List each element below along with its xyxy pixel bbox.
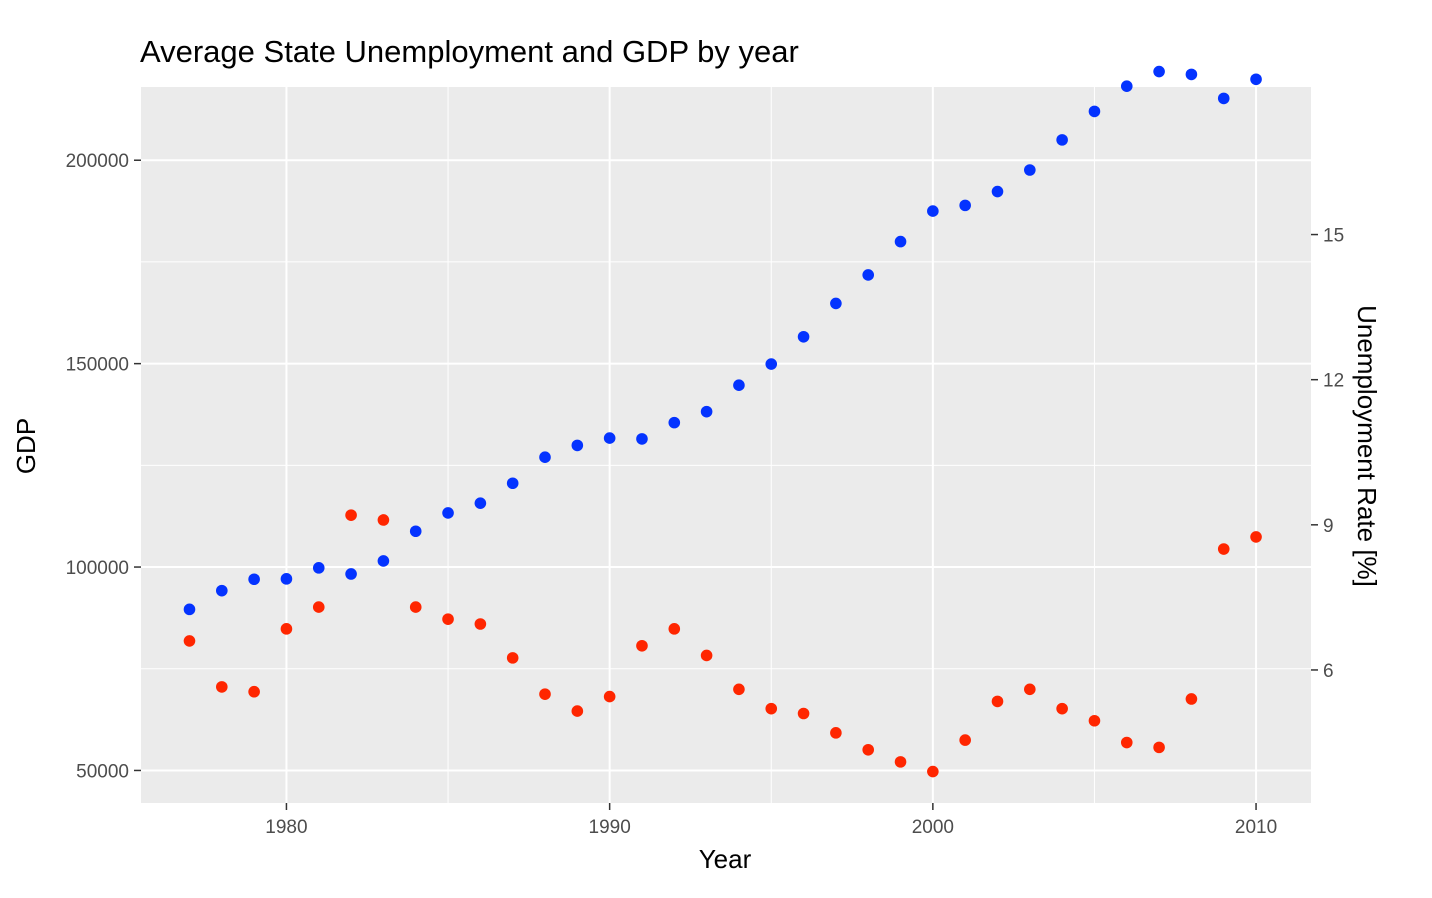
y2-tick-label: 6	[1323, 661, 1334, 682]
point-unemployment	[1217, 543, 1230, 555]
point-unemployment	[183, 635, 196, 647]
point-unemployment	[1088, 714, 1101, 727]
point-unemployment	[1024, 683, 1036, 696]
point-gdp	[797, 330, 810, 343]
y2-axis-title: Unemployment Rate [%]	[1352, 305, 1382, 587]
point-gdp	[668, 416, 681, 429]
point-unemployment	[280, 623, 293, 635]
tick-labels: 1980 1990 2000 2010 50000 100000 150000 200000 6…	[66, 151, 1345, 838]
point-gdp	[636, 433, 648, 445]
point-gdp	[1056, 134, 1068, 146]
x-tick-label: 1990	[589, 817, 631, 838]
x-tick-label: 2010	[1235, 817, 1277, 838]
point-gdp	[442, 507, 454, 519]
y2-tick-label: 15	[1323, 226, 1344, 247]
axis-ticks	[134, 159, 1318, 810]
point-unemployment	[636, 639, 648, 652]
y2-tick-label: 12	[1323, 371, 1344, 392]
point-gdp	[830, 297, 842, 310]
point-gdp	[216, 584, 228, 597]
point-unemployment	[1153, 741, 1165, 754]
point-gdp	[1217, 92, 1230, 105]
point-gdp	[183, 603, 196, 616]
point-gdp	[765, 358, 778, 370]
data-points	[183, 65, 1262, 778]
y2-tick-label: 9	[1323, 516, 1334, 537]
point-unemployment	[1120, 736, 1133, 749]
point-gdp	[1153, 65, 1165, 78]
point-gdp	[1120, 80, 1133, 92]
y-tick-label: 200000	[66, 151, 129, 172]
point-gdp	[894, 235, 907, 248]
point-gdp	[927, 205, 939, 217]
point-gdp	[862, 269, 875, 281]
point-unemployment	[506, 652, 519, 664]
point-unemployment	[377, 514, 390, 526]
point-gdp	[539, 451, 551, 464]
point-gdp	[345, 568, 357, 580]
point-unemployment	[216, 681, 228, 693]
grid-major	[141, 87, 1311, 803]
point-unemployment	[1056, 702, 1068, 715]
point-unemployment	[1185, 693, 1198, 705]
grid-minor	[124, 87, 1311, 803]
point-gdp	[474, 497, 487, 509]
point-unemployment	[797, 707, 810, 720]
point-gdp	[1250, 73, 1262, 86]
point-gdp	[1024, 164, 1036, 176]
point-unemployment	[991, 695, 1004, 708]
point-gdp	[603, 432, 616, 444]
point-unemployment	[248, 685, 260, 698]
point-gdp	[733, 379, 745, 391]
point-unemployment	[862, 743, 875, 756]
point-unemployment	[345, 509, 357, 521]
point-unemployment	[700, 649, 713, 662]
point-unemployment	[603, 690, 616, 703]
point-unemployment	[539, 688, 551, 700]
point-unemployment	[668, 623, 681, 635]
x-tick-label: 2000	[912, 817, 954, 838]
point-gdp	[312, 562, 325, 574]
point-unemployment	[409, 601, 422, 613]
point-gdp	[959, 199, 971, 212]
y-tick-label: 50000	[76, 761, 129, 782]
x-axis-title: Year	[699, 844, 752, 874]
point-unemployment	[959, 734, 971, 746]
point-gdp	[506, 477, 519, 490]
point-gdp	[248, 573, 260, 586]
point-gdp	[377, 555, 390, 567]
point-gdp	[1185, 68, 1198, 81]
point-unemployment	[830, 727, 842, 739]
point-gdp	[991, 185, 1004, 198]
point-gdp	[700, 405, 713, 418]
point-unemployment	[1250, 531, 1262, 543]
point-unemployment	[927, 765, 939, 778]
chart-title: Average State Unemployment and GDP by ye…	[140, 34, 799, 69]
y-axis-title: GDP	[11, 418, 41, 474]
point-unemployment	[765, 702, 778, 715]
point-gdp	[280, 573, 293, 585]
plot-panel	[141, 87, 1311, 803]
point-gdp	[571, 439, 584, 452]
point-unemployment	[571, 705, 584, 717]
point-unemployment	[474, 618, 487, 630]
point-unemployment	[312, 601, 325, 613]
y-tick-label: 150000	[66, 355, 129, 376]
point-gdp	[409, 525, 422, 538]
x-tick-label: 1980	[265, 817, 307, 838]
point-unemployment	[733, 683, 745, 696]
y-tick-label: 100000	[66, 558, 129, 579]
point-gdp	[1088, 105, 1101, 118]
point-unemployment	[442, 613, 454, 625]
point-unemployment	[894, 756, 907, 768]
